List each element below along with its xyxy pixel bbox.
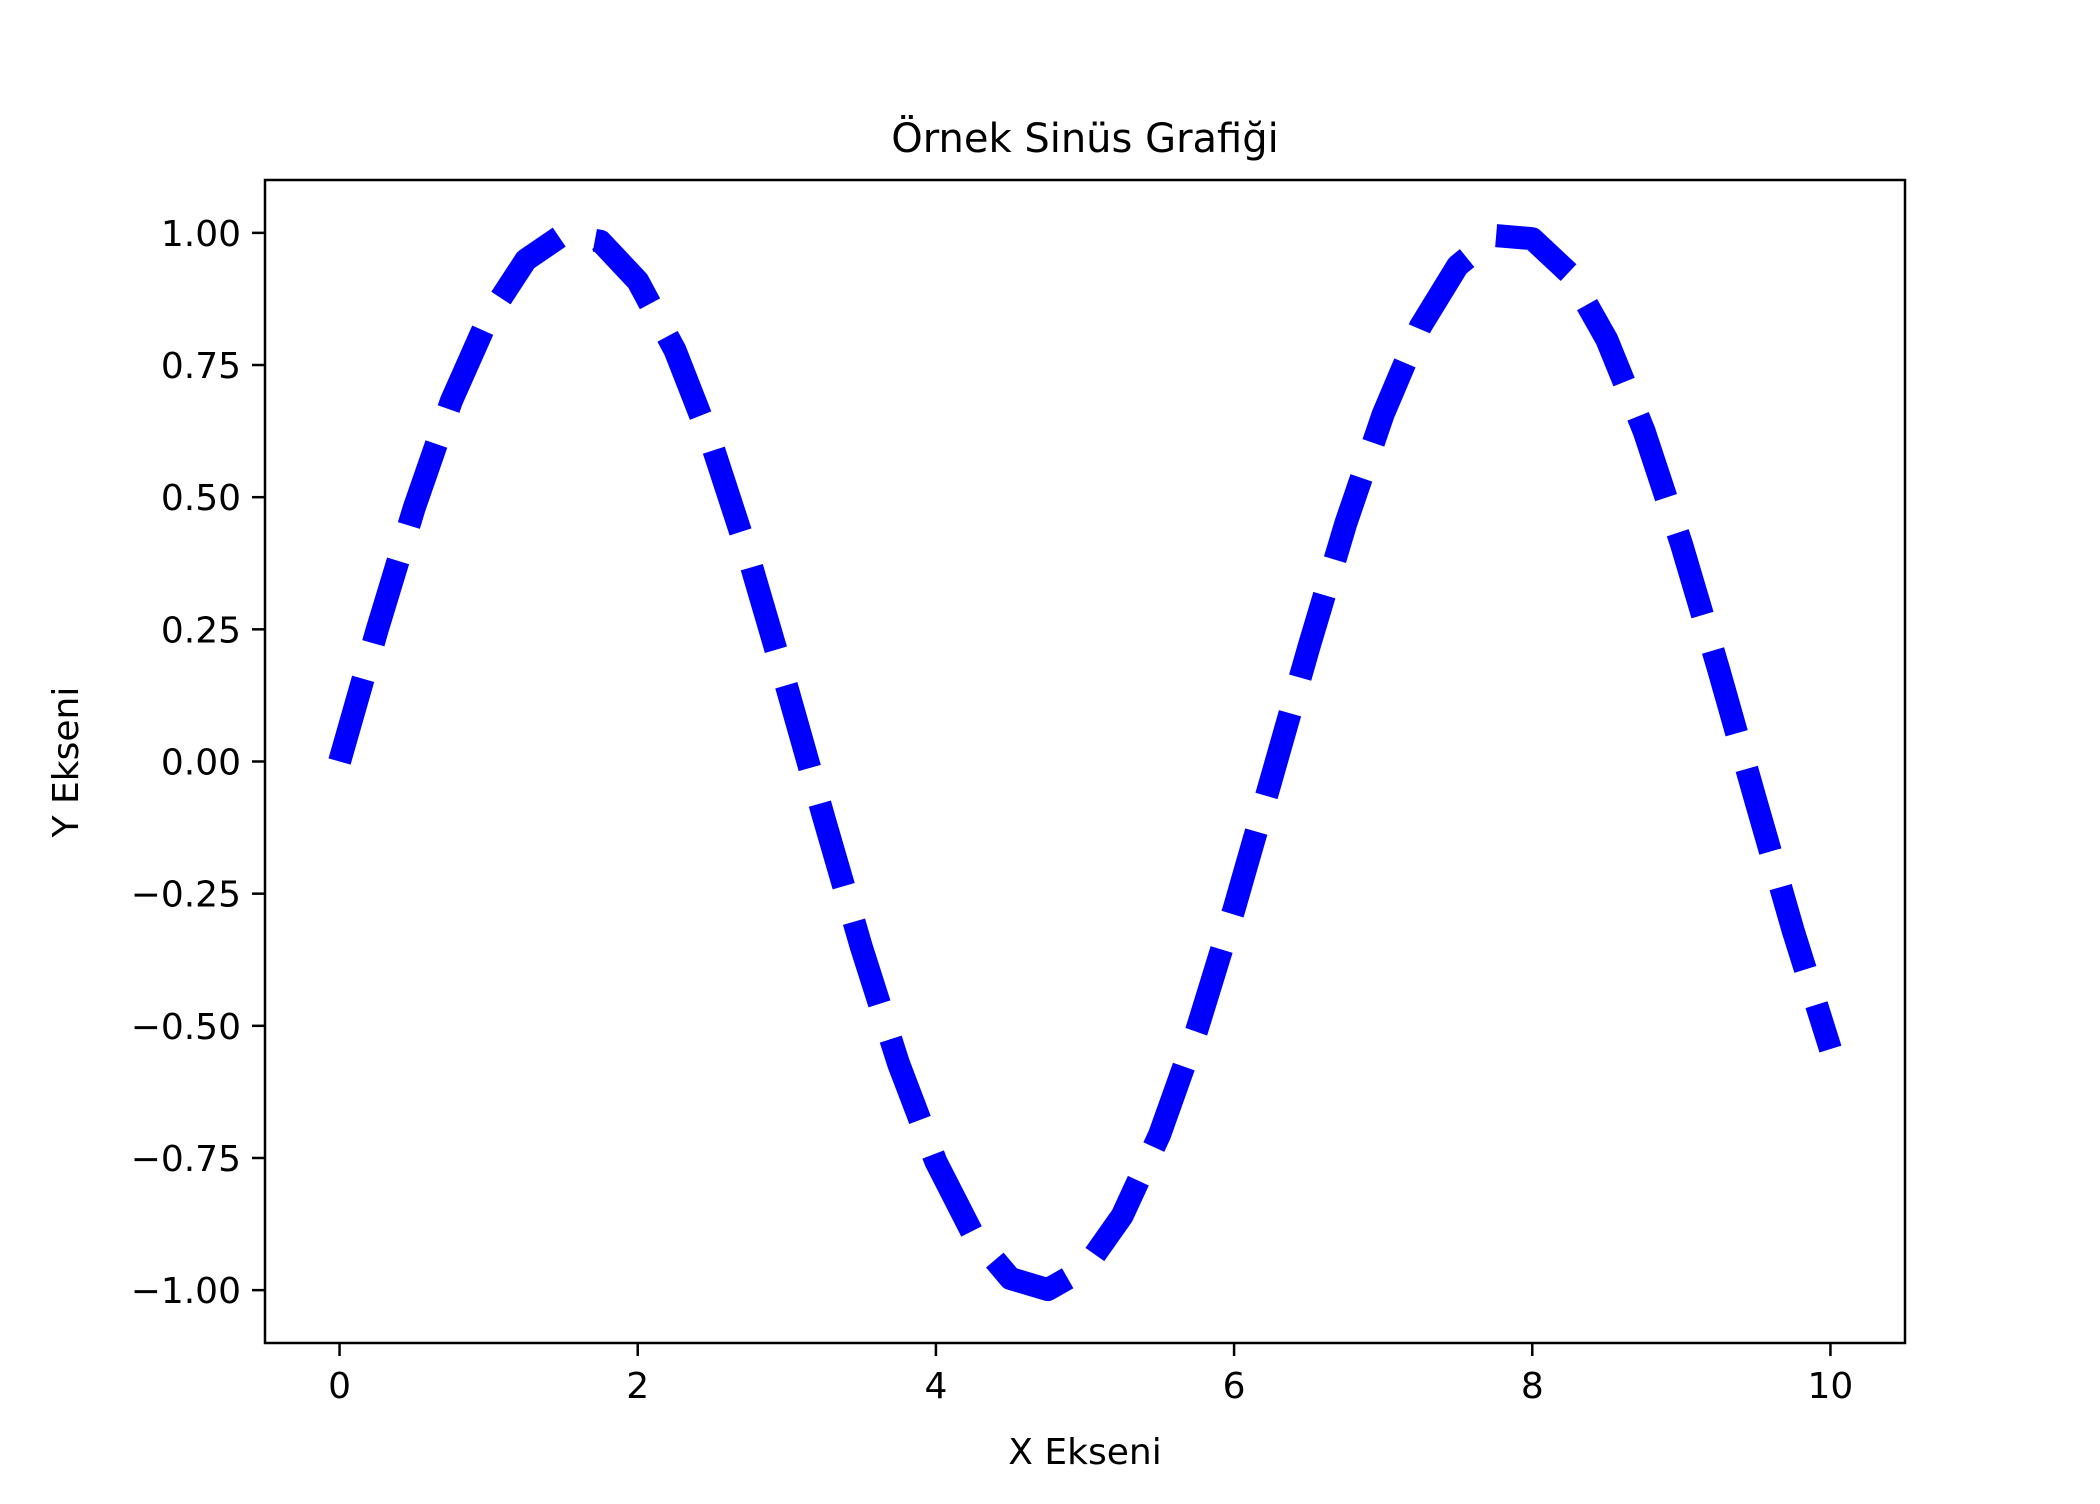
y-tick-label-6: −0.25	[131, 875, 241, 916]
x-tick-label-4: 6	[1223, 1366, 1246, 1407]
chart-title: Örnek Sinüs Grafiği	[891, 114, 1278, 162]
y-tick-label-2: 0.75	[161, 346, 241, 387]
x-axis-label: X Ekseni	[1008, 1432, 1161, 1473]
y-tick-label-1: 1.00	[161, 214, 241, 255]
y-tick-label-9: −1.00	[131, 1271, 241, 1312]
y-axis-ticks: 1.00 0.75 0.50 0.25 0.00 −0.25 −0.50 −0.75 −1.00	[131, 214, 265, 1312]
x-tick-label-3: 4	[924, 1366, 947, 1407]
y-tick-label-5: 0.00	[161, 743, 241, 784]
y-tick-label-8: −0.75	[131, 1139, 241, 1180]
x-axis-ticks: 0 2 4 6 8 10	[328, 1343, 1853, 1407]
y-tick-label-7: −0.50	[131, 1007, 241, 1048]
x-tick-label-2: 2	[626, 1366, 649, 1407]
y-tick-label-3: 0.50	[161, 478, 241, 519]
x-tick-label-5: 8	[1521, 1366, 1544, 1407]
y-tick-label-4: 0.25	[161, 610, 241, 651]
x-tick-label-1: 0	[328, 1366, 351, 1407]
x-tick-label-6: 10	[1808, 1366, 1854, 1407]
y-axis-label: Y Ekseni	[46, 687, 87, 839]
